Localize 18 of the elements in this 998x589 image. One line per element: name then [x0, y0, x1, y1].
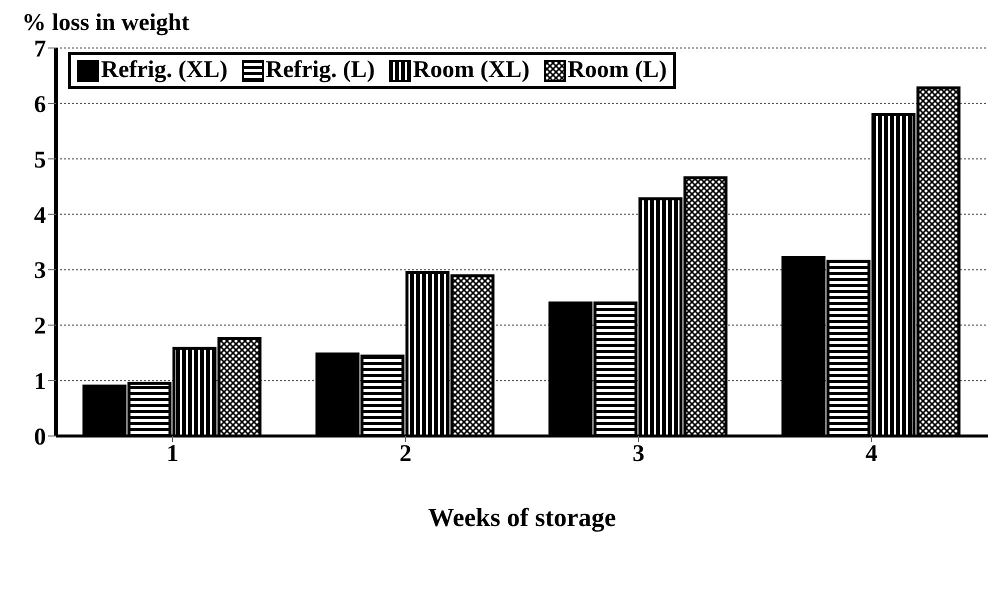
x-tick-label: 2	[400, 441, 412, 468]
y-axis-title: % loss in weight	[22, 10, 190, 37]
x-tick-label: 1	[166, 441, 178, 468]
y-tick-label: 4	[34, 202, 46, 229]
y-tick-label: 5	[34, 147, 46, 174]
legend-label: Refrig. (L)	[266, 57, 375, 84]
y-tick-label: 1	[34, 369, 46, 396]
y-tick-label: 0	[34, 424, 46, 451]
legend-label: Room (XL)	[412, 57, 530, 84]
y-tick-label: 6	[34, 92, 46, 118]
y-tick-label: 7	[34, 36, 46, 63]
x-axis-title: Weeks of storage	[428, 503, 616, 532]
x-tick-label: 3	[632, 441, 644, 468]
x-tick-label: 4	[866, 441, 878, 468]
y-tick-label: 2	[34, 314, 46, 340]
legend-label: Refrig. (XL)	[101, 57, 228, 84]
y-tick-label: 3	[34, 258, 46, 284]
legend-label: Room (L)	[568, 57, 667, 84]
